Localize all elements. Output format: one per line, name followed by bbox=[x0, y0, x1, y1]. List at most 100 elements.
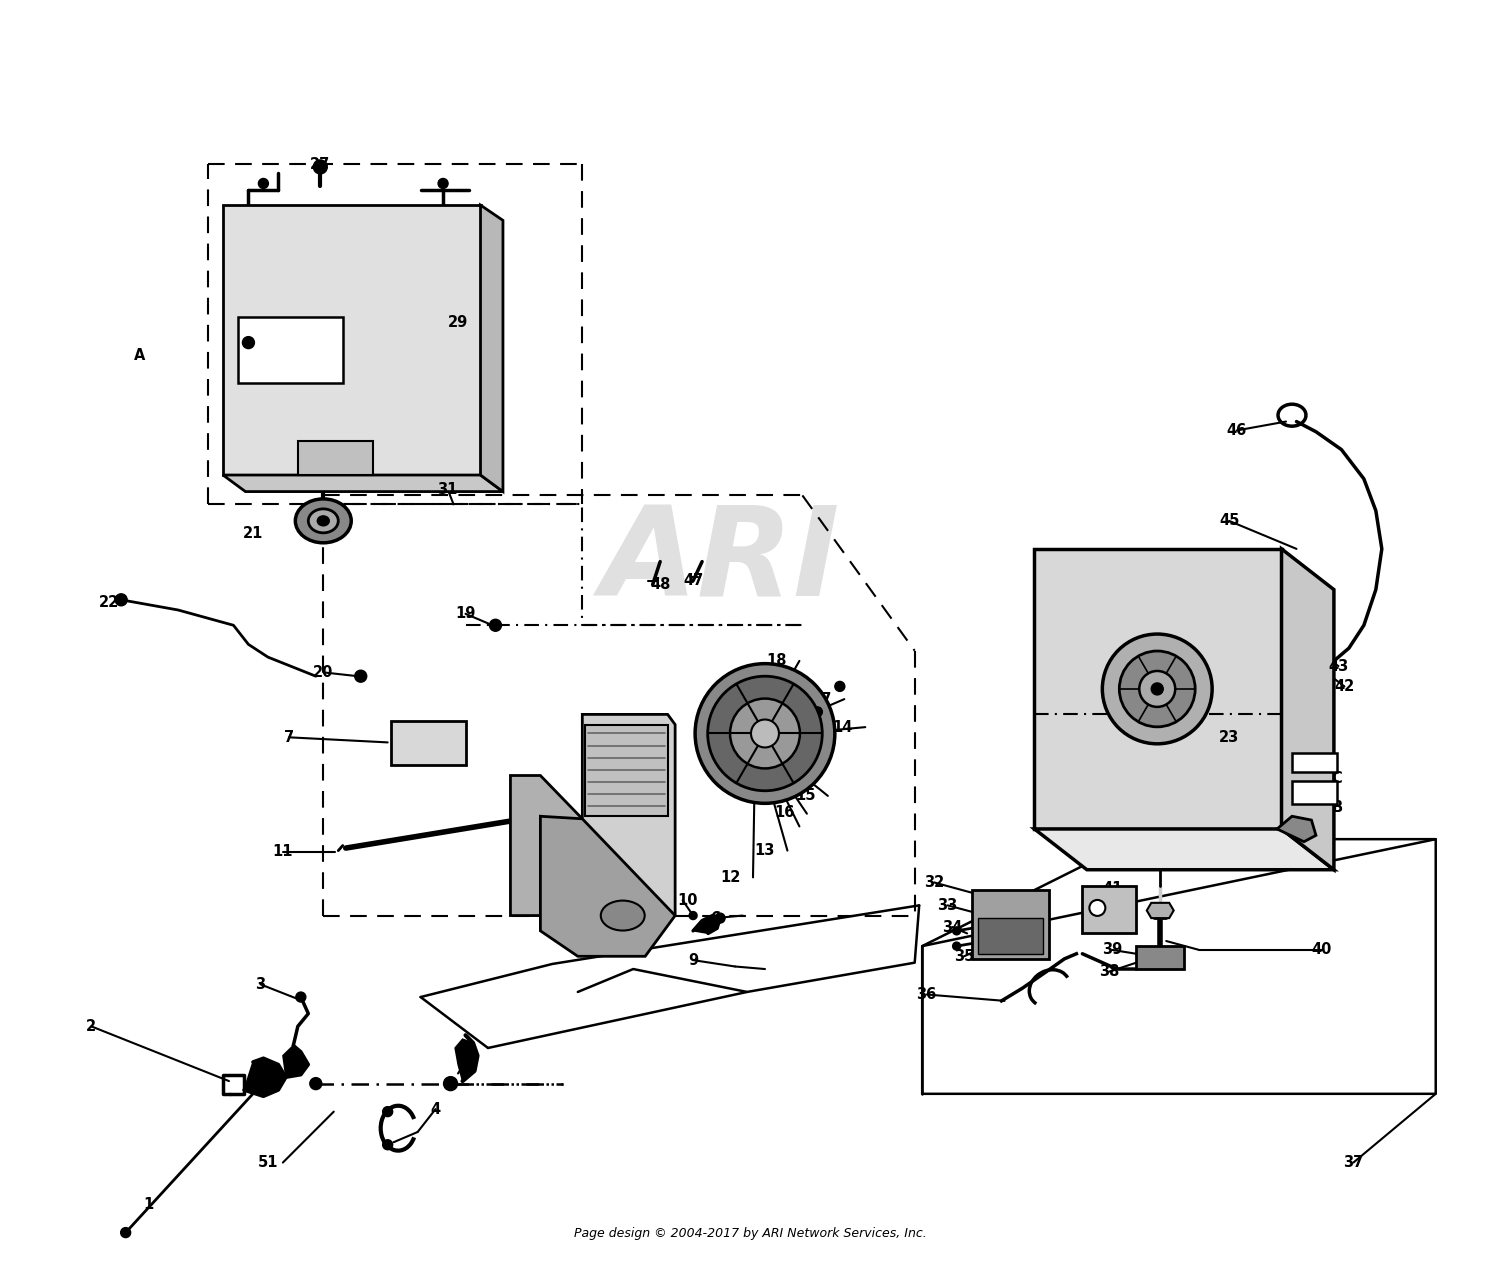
Circle shape bbox=[716, 914, 724, 923]
Polygon shape bbox=[972, 891, 1050, 958]
Polygon shape bbox=[1137, 946, 1184, 968]
Text: 15: 15 bbox=[795, 789, 816, 804]
Circle shape bbox=[688, 911, 698, 920]
Circle shape bbox=[813, 707, 822, 717]
Ellipse shape bbox=[318, 516, 330, 526]
Circle shape bbox=[444, 1077, 458, 1091]
Polygon shape bbox=[1035, 549, 1281, 829]
Text: 6: 6 bbox=[711, 911, 720, 925]
Text: 19: 19 bbox=[456, 606, 476, 621]
Circle shape bbox=[354, 670, 366, 683]
Polygon shape bbox=[540, 817, 675, 956]
Text: 38: 38 bbox=[1100, 965, 1119, 979]
Circle shape bbox=[952, 942, 960, 951]
Text: 11: 11 bbox=[273, 845, 292, 860]
Polygon shape bbox=[1292, 753, 1336, 772]
Circle shape bbox=[438, 179, 448, 189]
Ellipse shape bbox=[708, 676, 822, 791]
Text: Page design © 2004-2017 by ARI Network Services, Inc.: Page design © 2004-2017 by ARI Network S… bbox=[573, 1228, 927, 1240]
Text: 45: 45 bbox=[1220, 513, 1239, 528]
Text: 37: 37 bbox=[1344, 1155, 1364, 1170]
Polygon shape bbox=[1281, 549, 1334, 870]
Polygon shape bbox=[510, 776, 582, 916]
Text: 51: 51 bbox=[258, 1155, 278, 1170]
Text: 35: 35 bbox=[954, 949, 975, 963]
Text: A: A bbox=[134, 348, 146, 362]
Text: 22: 22 bbox=[99, 595, 120, 610]
Circle shape bbox=[243, 337, 255, 348]
Circle shape bbox=[120, 1228, 130, 1238]
Ellipse shape bbox=[1119, 651, 1196, 727]
Polygon shape bbox=[1292, 781, 1336, 804]
Polygon shape bbox=[1276, 817, 1316, 842]
Text: 40: 40 bbox=[1312, 943, 1332, 957]
Text: 36: 36 bbox=[916, 988, 938, 1002]
Text: 39: 39 bbox=[1102, 943, 1122, 957]
Ellipse shape bbox=[296, 499, 351, 542]
Text: 41: 41 bbox=[1102, 882, 1122, 896]
Polygon shape bbox=[224, 475, 503, 491]
Ellipse shape bbox=[694, 664, 836, 804]
Text: 14: 14 bbox=[833, 720, 854, 735]
Circle shape bbox=[489, 619, 501, 632]
Polygon shape bbox=[284, 1045, 309, 1077]
Polygon shape bbox=[1035, 829, 1334, 870]
Polygon shape bbox=[390, 721, 465, 766]
Ellipse shape bbox=[1152, 683, 1162, 695]
Text: 20: 20 bbox=[314, 665, 333, 680]
Text: 7: 7 bbox=[284, 730, 294, 745]
Polygon shape bbox=[1083, 887, 1137, 933]
Ellipse shape bbox=[309, 509, 339, 533]
Text: 21: 21 bbox=[243, 526, 262, 541]
Polygon shape bbox=[244, 1058, 286, 1096]
Text: 2: 2 bbox=[86, 1018, 96, 1034]
Polygon shape bbox=[480, 205, 502, 491]
Polygon shape bbox=[298, 440, 372, 475]
Text: 31: 31 bbox=[438, 481, 458, 496]
Text: 32: 32 bbox=[924, 875, 945, 889]
Ellipse shape bbox=[1102, 634, 1212, 744]
Text: 10: 10 bbox=[676, 893, 698, 907]
Text: 47: 47 bbox=[682, 573, 703, 588]
Text: 34: 34 bbox=[942, 920, 963, 934]
Text: 3: 3 bbox=[255, 977, 266, 991]
Polygon shape bbox=[582, 715, 675, 916]
Text: 43: 43 bbox=[1329, 658, 1348, 674]
Ellipse shape bbox=[752, 720, 778, 748]
Text: 8: 8 bbox=[592, 919, 603, 933]
Circle shape bbox=[618, 914, 627, 923]
Text: 1: 1 bbox=[142, 1197, 153, 1212]
Polygon shape bbox=[585, 725, 668, 817]
Ellipse shape bbox=[1140, 671, 1174, 707]
Text: ARI: ARI bbox=[600, 501, 840, 623]
Text: 29: 29 bbox=[448, 315, 468, 329]
Circle shape bbox=[258, 179, 268, 189]
Text: 33: 33 bbox=[938, 898, 958, 912]
Ellipse shape bbox=[1089, 900, 1106, 916]
Ellipse shape bbox=[730, 698, 800, 768]
Text: 16: 16 bbox=[774, 805, 795, 820]
Text: 17: 17 bbox=[812, 692, 832, 707]
Text: 5: 5 bbox=[460, 1054, 471, 1069]
Text: 42: 42 bbox=[1335, 679, 1354, 694]
Circle shape bbox=[952, 926, 960, 935]
Text: 27: 27 bbox=[310, 157, 330, 172]
Polygon shape bbox=[1148, 903, 1173, 919]
Text: 48: 48 bbox=[650, 577, 670, 592]
Circle shape bbox=[296, 991, 306, 1002]
Circle shape bbox=[382, 1106, 393, 1116]
Circle shape bbox=[116, 593, 128, 606]
Circle shape bbox=[310, 1078, 322, 1090]
Circle shape bbox=[382, 1139, 393, 1150]
Text: 46: 46 bbox=[1227, 422, 1246, 438]
Polygon shape bbox=[238, 318, 344, 383]
Text: C: C bbox=[1332, 771, 1342, 786]
Polygon shape bbox=[978, 919, 1044, 953]
Text: 12: 12 bbox=[720, 870, 741, 884]
Circle shape bbox=[836, 681, 844, 692]
Text: 18: 18 bbox=[766, 653, 788, 669]
Polygon shape bbox=[693, 916, 720, 933]
Polygon shape bbox=[224, 205, 480, 475]
Text: 49: 49 bbox=[620, 921, 640, 935]
Circle shape bbox=[314, 160, 327, 174]
